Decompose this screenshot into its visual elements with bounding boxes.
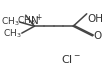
Text: +: + — [36, 13, 42, 22]
Text: CH$_3$: CH$_3$ — [3, 28, 21, 40]
Text: N: N — [31, 16, 39, 26]
Text: CH$_3$: CH$_3$ — [17, 14, 36, 27]
Text: OH: OH — [88, 14, 104, 24]
Text: O: O — [94, 31, 102, 41]
Text: Cl$^-$: Cl$^-$ — [61, 53, 81, 65]
Text: CH$_3$: CH$_3$ — [1, 16, 19, 28]
